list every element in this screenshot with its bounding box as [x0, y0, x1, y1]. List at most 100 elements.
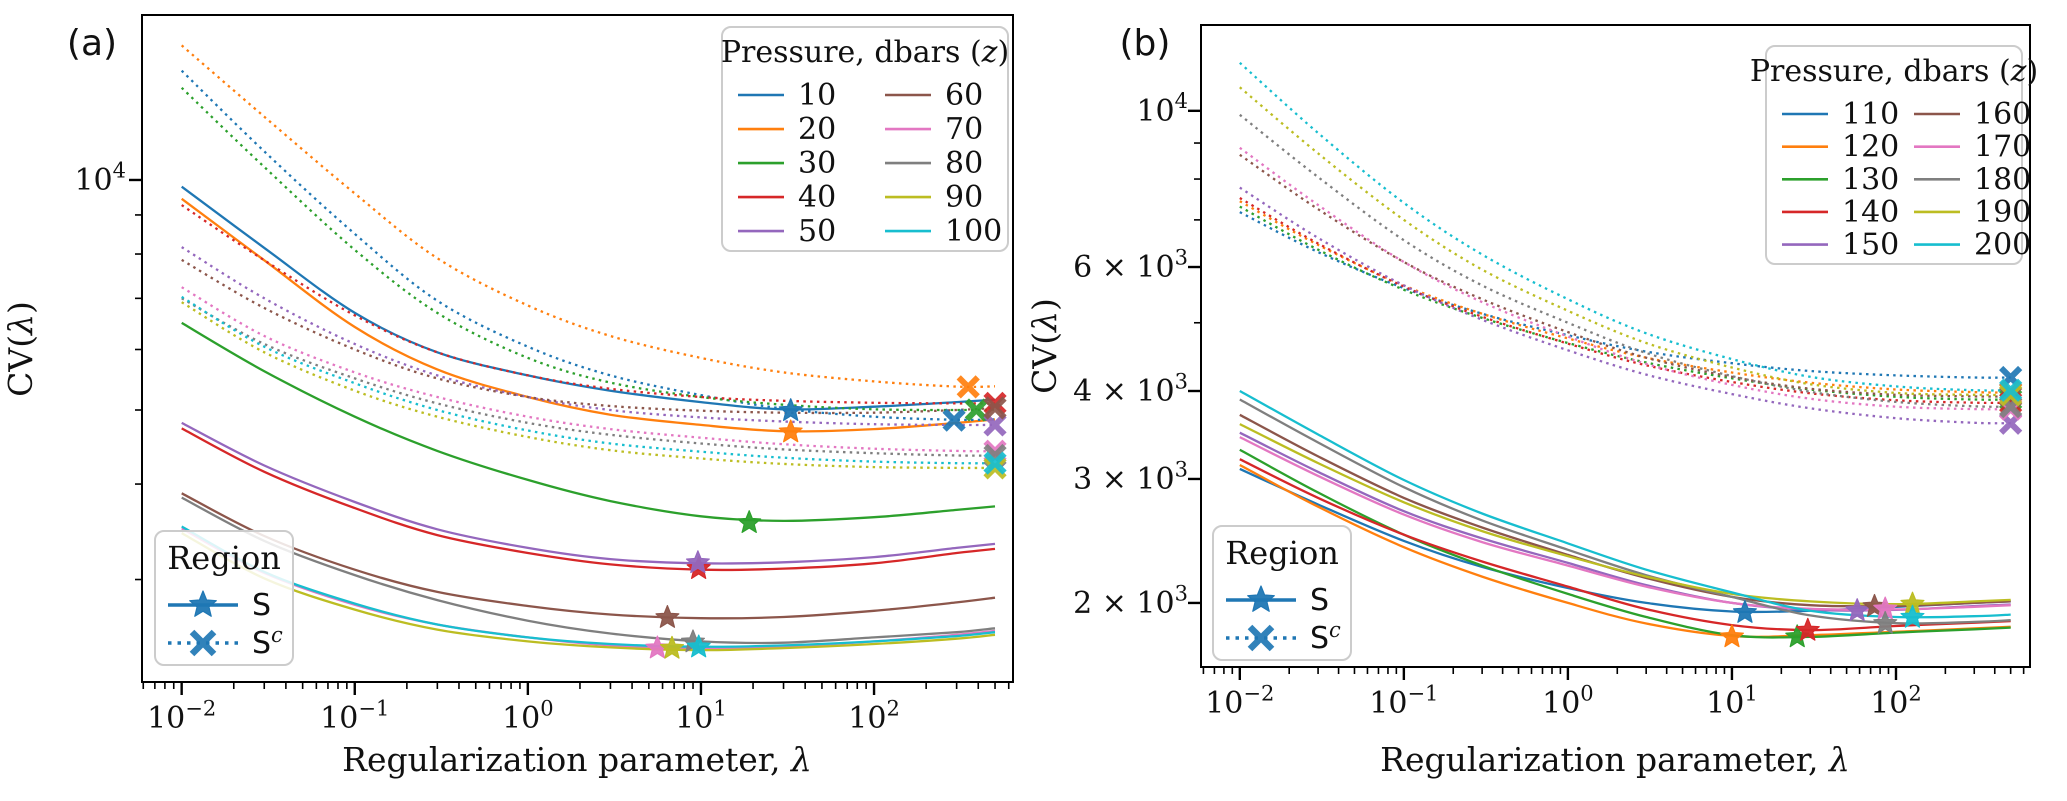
pressure-legend-title-b: Pressure, dbars (z) [1750, 54, 2038, 89]
panel-letter-a: (a) [67, 23, 117, 64]
curve-a-p10-Sc [180, 69, 996, 422]
min-marker-x-a-p100 [983, 451, 1007, 475]
legend-label-b-p150: 150 [1842, 228, 1899, 263]
min-marker-star-a-p20 [778, 419, 803, 443]
min-marker-x-a-p50 [983, 413, 1007, 437]
curve-a-p20-S [181, 197, 996, 433]
region-legend-box-b [1212, 525, 1352, 661]
legend-label-a-p60: 60 [945, 78, 983, 113]
region-legend-title-b: Region [1225, 534, 1339, 572]
y-tick-label: 4 × 103 [1073, 369, 1188, 409]
region-legend-box-a [154, 530, 294, 666]
x-tick-label: 10−1 [1369, 681, 1438, 721]
y-tick-label: 2 × 103 [1073, 581, 1188, 621]
min-marker-star-a-p50 [685, 550, 710, 574]
legend-label-b-p140: 140 [1842, 195, 1899, 230]
curve-a-p100-S [181, 525, 996, 648]
min-marker-x-a-p60 [983, 396, 1007, 420]
curve-b-p130-S [1239, 448, 2011, 639]
legend-label-b-p200: 200 [1974, 228, 2031, 263]
curve-b-p170-S [1239, 436, 2011, 611]
min-marker-x-a-p10 [942, 408, 966, 432]
y-axis-label-b: CV(λ) [1025, 298, 1064, 394]
min-marker-star-b-p110 [1732, 600, 1757, 623]
legend-label-a-p90: 90 [945, 180, 983, 215]
curve-b-p190-S [1239, 423, 2011, 606]
x-tick-label: 102 [1870, 681, 1922, 721]
pressure-legend-box-a [721, 26, 1009, 252]
curve-b-p160-S [1239, 413, 2011, 608]
legend-label-b-p160: 160 [1974, 97, 2031, 132]
x-tick-label: 101 [1706, 681, 1758, 721]
min-marker-x-a-p20 [956, 375, 980, 399]
x-tick-label: 100 [502, 696, 554, 736]
min-marker-star-b-p150 [1845, 598, 1870, 621]
x-tick-label: 101 [675, 696, 727, 736]
curve-a-p60-Sc [181, 258, 996, 415]
min-marker-x-a-p30 [964, 398, 988, 422]
curve-b-p200-S [1239, 389, 2011, 619]
region-label-Sc-a: Sc [252, 623, 283, 661]
min-marker-x-b-p200 [1999, 378, 2023, 402]
min-marker-star-a-p10 [778, 398, 803, 421]
legend-label-b-p180: 180 [1974, 162, 2031, 197]
curve-a-p90-Sc [181, 301, 996, 470]
legend-label-a-p50: 50 [798, 214, 836, 249]
legend-label-a-p10: 10 [798, 78, 836, 113]
curve-b-p140-S [1239, 458, 2011, 632]
curve-a-p80-Sc [181, 297, 996, 457]
min-marker-x-a-p90 [983, 456, 1007, 480]
min-marker-star-b-p200 [1900, 604, 1925, 628]
legend-label-b-p170: 170 [1974, 130, 2031, 165]
region-label-Sc-b: Sc [1310, 618, 1341, 656]
min-marker-star-a-p60 [655, 605, 680, 628]
y-tick-label: 104 [1136, 89, 1188, 129]
x-axis-label-b: Regularization parameter, λ [1380, 740, 1850, 779]
x-tick-label: 10−1 [320, 696, 389, 736]
curve-b-p140-Sc [1239, 197, 2011, 405]
x-tick-label: 100 [1542, 681, 1594, 721]
pressure-legend-title-a: Pressure, dbars (z) [721, 35, 1009, 70]
curve-a-p20-Sc [180, 44, 996, 389]
region-legend-title-a: Region [167, 539, 281, 577]
legend-label-a-p80: 80 [945, 146, 983, 181]
curve-a-p30-S [181, 321, 996, 523]
legend-label-b-p110: 110 [1842, 97, 1899, 132]
curve-a-p70-Sc [181, 286, 996, 453]
curve-a-p40-S [181, 427, 996, 572]
region-label-S-b: S [1310, 583, 1329, 618]
min-marker-x-b-p190 [1999, 383, 2023, 407]
min-marker-star-a-p90 [659, 635, 684, 659]
curve-b-p170-Sc [1239, 146, 2011, 411]
legend-label-a-p70: 70 [945, 112, 983, 147]
min-marker-x-a-p40 [983, 391, 1007, 416]
min-marker-star-a-p30 [737, 510, 762, 533]
curve-a-p90-S [181, 532, 996, 652]
curve-a-p10-S [181, 185, 996, 411]
legend-label-a-p40: 40 [798, 180, 836, 215]
x-axis-label-a: Regularization parameter, λ [342, 740, 812, 779]
legend-label-b-p120: 120 [1842, 130, 1899, 165]
panel-letter-b: (b) [1120, 23, 1171, 64]
curve-b-p160-Sc [1239, 153, 2011, 398]
y-tick-label: 6 × 103 [1073, 245, 1188, 285]
curve-b-p190-Sc [1239, 86, 2011, 397]
region-sample-x-a [189, 629, 217, 657]
legend-label-a-p30: 30 [798, 146, 836, 181]
x-tick-label: 10−2 [147, 696, 216, 736]
min-marker-star-b-p120 [1719, 624, 1744, 648]
curve-a-p100-Sc [181, 295, 996, 465]
min-marker-star-a-p100 [686, 634, 711, 658]
curve-a-p80-S [181, 496, 996, 645]
region-label-S-a: S [252, 588, 271, 623]
pressure-legend-box-b [1765, 45, 2023, 265]
y-axis-label-a: CV(λ) [1, 301, 40, 397]
y-tick-label: 104 [74, 158, 126, 198]
min-marker-star-b-p140 [1795, 617, 1820, 641]
min-marker-star-b-p180 [1873, 610, 1898, 634]
legend-label-a-p100: 100 [945, 214, 1002, 249]
axes-box-b [1200, 24, 2031, 668]
legend-label-a-p20: 20 [798, 112, 836, 147]
